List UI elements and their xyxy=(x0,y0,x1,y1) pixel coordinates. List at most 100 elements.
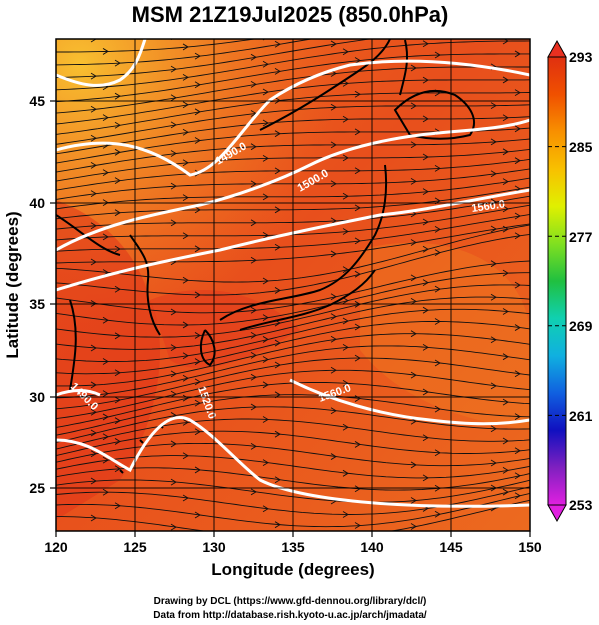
streamline-arrow xyxy=(194,81,201,89)
streamline-arrow xyxy=(170,94,177,102)
x-axis-label: Longitude (degrees) xyxy=(211,560,374,579)
streamline-arrow xyxy=(262,314,269,322)
streamline-arrow xyxy=(90,408,97,416)
sakhalin-coastline xyxy=(399,39,409,96)
colorbar-tick-label: 253 xyxy=(569,497,593,513)
graticule xyxy=(56,39,530,531)
streamline-arrow xyxy=(170,121,177,129)
streamline-arrow xyxy=(514,324,521,331)
streamline-arrow xyxy=(434,51,441,59)
colorbar-tick-label: 293 xyxy=(569,49,593,65)
colorbar-top-arrow xyxy=(547,39,567,58)
streamline-arrow xyxy=(330,40,337,48)
streamline-arrow xyxy=(194,466,201,474)
streamline-arrow xyxy=(194,358,201,365)
contour-1490-south xyxy=(56,389,101,397)
streamline-arrow xyxy=(114,92,121,100)
streamline-arrow xyxy=(422,76,429,84)
streamline-arrow xyxy=(490,198,497,206)
streamline-arrow xyxy=(274,476,281,484)
streamline-arrow xyxy=(330,141,337,149)
streamline-arrow xyxy=(194,245,201,253)
streamline-arrow xyxy=(514,157,521,165)
streamline-arrow xyxy=(262,459,269,467)
streamline-arrow xyxy=(170,478,177,486)
streamline-arrow xyxy=(250,53,257,61)
streamline-arrow xyxy=(194,206,201,214)
streamline-arrow xyxy=(182,101,189,109)
streamline-arrow xyxy=(182,43,189,51)
streamline-arrow xyxy=(102,488,109,496)
streamline-arrow xyxy=(274,521,281,529)
streamline-arrow xyxy=(410,523,417,530)
y-tick-label: 30 xyxy=(29,389,45,405)
streamline-arrow xyxy=(182,194,189,201)
streamline-arrow xyxy=(170,65,177,73)
streamline-arrow xyxy=(114,177,121,185)
streamline-arrow xyxy=(411,31,416,37)
streamline-arrow xyxy=(250,256,257,264)
streamline-arrow xyxy=(170,523,177,531)
streamline-arrow xyxy=(342,469,349,477)
streamline-arrow xyxy=(250,351,257,359)
streamline-arrow xyxy=(250,488,257,496)
axis-ticks xyxy=(50,100,531,537)
streamline-arrow xyxy=(182,374,189,382)
streamline-arrow xyxy=(434,449,441,457)
y-tick-label: 40 xyxy=(29,195,45,211)
streamline-arrow xyxy=(354,167,361,175)
y-tick-label: 35 xyxy=(29,296,45,312)
streamline-arrow xyxy=(354,270,361,278)
streamline-arrow xyxy=(342,423,349,431)
streamline-arrow xyxy=(502,398,509,406)
streamline-arrow xyxy=(182,494,189,502)
streamline-arrow xyxy=(170,440,177,448)
streamline-arrow xyxy=(102,316,109,324)
streamline-arrow xyxy=(90,190,97,198)
streamline-arrow xyxy=(354,237,361,245)
streamline-arrow xyxy=(274,339,281,347)
colorbar-tick-label: 285 xyxy=(569,139,593,155)
contour-1520 xyxy=(56,416,530,508)
streamline-arrow xyxy=(90,39,97,43)
streamline-arrow xyxy=(502,308,509,315)
streamline-arrow xyxy=(250,373,257,381)
streamline-arrow xyxy=(434,285,441,293)
streamline-arrow xyxy=(170,390,177,398)
streamline-arrow xyxy=(490,459,497,467)
streamline-arrow xyxy=(330,366,337,374)
streamline-arrow xyxy=(355,28,360,34)
streamline-arrow xyxy=(503,1,508,7)
streamline-arrow xyxy=(490,382,497,390)
streamline-arrow xyxy=(410,330,417,338)
colorbar-tick-label: 261 xyxy=(569,408,593,424)
streamline-arrow xyxy=(170,182,177,190)
contour-1560-north xyxy=(56,188,530,292)
streamline-arrow xyxy=(90,450,97,458)
streamline-arrow xyxy=(102,413,109,421)
streamline-arrow xyxy=(354,354,361,362)
contour-1560-south xyxy=(289,378,530,426)
streamline-arrow xyxy=(250,81,257,88)
streamline-arrow xyxy=(354,204,361,212)
streamline-arrow xyxy=(410,178,417,185)
korea-coastline xyxy=(129,234,161,336)
streamline-arrow xyxy=(330,103,337,111)
streamline-arrow xyxy=(490,260,497,268)
colorbar-ticks xyxy=(548,56,566,506)
streamline-arrow xyxy=(490,102,497,110)
streamline-arrow xyxy=(502,466,509,474)
streamline-arrow xyxy=(514,125,521,133)
streamline-arrow xyxy=(250,306,257,314)
streamline-arrow xyxy=(274,40,281,48)
streamline-arrow xyxy=(342,192,349,200)
streamline-arrow xyxy=(514,50,521,58)
streamline-arrow xyxy=(102,433,109,441)
streamline-arrow xyxy=(274,287,281,294)
streamline-arrow xyxy=(114,369,121,377)
streamline-arrow xyxy=(410,102,417,110)
streamline-arrow xyxy=(422,474,429,482)
streamline-arrow xyxy=(342,48,349,56)
x-tick-label: 120 xyxy=(44,539,68,555)
streamline-arrow xyxy=(490,425,497,433)
